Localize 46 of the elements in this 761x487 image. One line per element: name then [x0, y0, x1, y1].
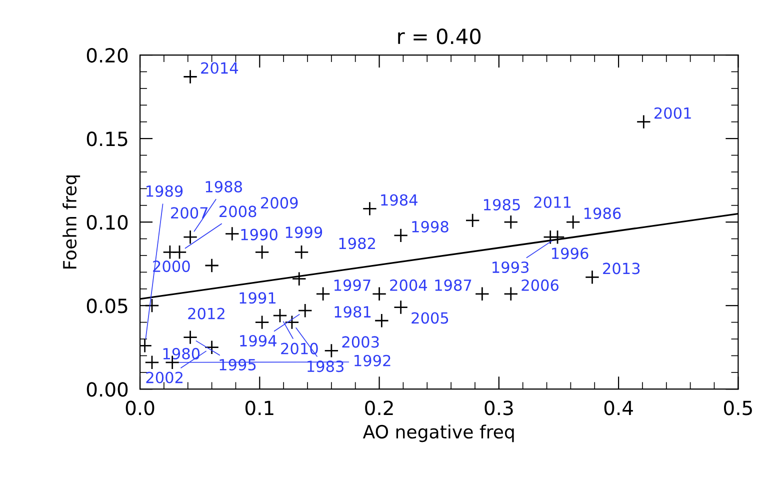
annotation: 2007 — [171, 207, 208, 219]
annotation: 1992 — [354, 354, 390, 366]
y-tick-label: 0.00 — [86, 382, 128, 397]
x-tick-label: 0.1 — [245, 400, 274, 416]
annotation: 1988 — [206, 180, 242, 192]
annotation: 1998 — [412, 220, 448, 232]
annotation: 1985 — [484, 198, 520, 210]
annotation: 1990 — [241, 228, 278, 240]
x-tick-label: 0.5 — [724, 400, 752, 416]
x-axis-title: AO negative freq — [362, 424, 514, 442]
annotation: 1983 — [308, 360, 344, 372]
annotation: 1987 — [435, 279, 472, 291]
annotation: 1981 — [334, 306, 371, 318]
annotation: 1997 — [334, 279, 370, 291]
annotation: 2004 — [390, 279, 428, 291]
annotation: 2008 — [220, 206, 256, 218]
annotation: 2003 — [342, 336, 379, 348]
x-tick-label: 0.4 — [604, 400, 633, 416]
annotation: 2006 — [522, 279, 559, 291]
annotation: 2012 — [188, 308, 224, 320]
annotation: 2001 — [654, 107, 691, 119]
y-tick-label: 0.10 — [86, 215, 128, 230]
annotation: 1980 — [163, 348, 200, 360]
annotation: 2011 — [534, 196, 571, 208]
annotation: 1996 — [552, 248, 588, 260]
annotation: 1991 — [240, 292, 276, 304]
x-tick-label: 0.0 — [126, 400, 154, 416]
y-tick-label: 0.05 — [86, 298, 128, 314]
annotation: 2013 — [603, 262, 640, 274]
x-tick-label: 0.2 — [365, 400, 393, 416]
annotation: 2014 — [201, 62, 238, 74]
annotation: 2002 — [146, 372, 182, 384]
y-axis-title: Foehn freq — [62, 175, 80, 269]
annotation: 1989 — [146, 185, 183, 197]
annotation: 1993 — [492, 261, 529, 274]
annotation: 1982 — [339, 238, 375, 250]
annotation: 2009 — [261, 197, 298, 209]
annotation: 1994 — [240, 334, 276, 347]
y-tick-label: 0.15 — [86, 132, 128, 146]
annotation: 1986 — [584, 208, 621, 220]
annotation: 2005 — [412, 312, 448, 324]
chart-title: r = 0.40 — [398, 28, 481, 44]
annotation: 1999 — [286, 226, 322, 238]
x-tick-label: 0.3 — [484, 400, 513, 416]
annotation: 1984 — [381, 194, 418, 206]
y-tick-label: 0.20 — [86, 48, 128, 63]
